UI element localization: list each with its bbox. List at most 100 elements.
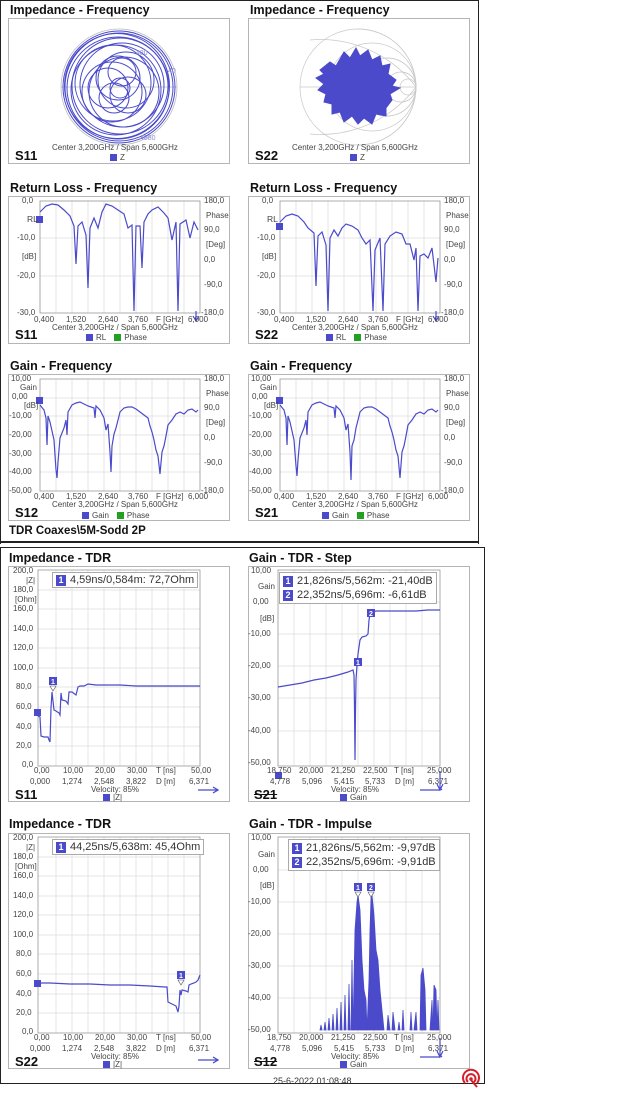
y-tick: 0,00 (12, 392, 28, 401)
legend: |Z| (103, 1060, 122, 1069)
y-tick: 20,0 (16, 1008, 32, 1017)
x-tick: 30,00 (127, 1033, 148, 1042)
legend: |Z| (103, 793, 122, 802)
svg-text:1: 1 (356, 885, 360, 892)
y-tick: -30,00 (248, 693, 271, 702)
d-tick: 6,371 (428, 1044, 449, 1053)
svg-text:2: 2 (369, 885, 373, 892)
x-tick: 0,00 (34, 766, 50, 775)
d-tick: 0,000 (30, 777, 51, 786)
d-tick: 1,274 (62, 1044, 83, 1053)
y-tick: -10,00 (249, 411, 272, 420)
x-tick: 20,000 (299, 1033, 324, 1042)
y-tick: 160,0 (13, 871, 34, 880)
x-tick: 0,400 (34, 315, 55, 324)
x-tick: 1,520 (306, 315, 327, 324)
x-tick: 18,750 (267, 766, 292, 775)
sparam-label: S11 (15, 148, 38, 163)
marker-2-badge: 2 (283, 589, 293, 601)
velocity-label: Velocity: 85% (331, 1052, 380, 1061)
y-axis-label: RL (267, 214, 278, 224)
y2-tick: 180,0 (204, 196, 225, 205)
d-tick: 2,548 (94, 777, 115, 786)
y-axis-label: |Z| (26, 843, 36, 852)
x-tick: 30,00 (127, 766, 148, 775)
y-tick: 0,0 (22, 760, 34, 769)
svg-text:480: 480 (136, 50, 148, 57)
panel-title: Return Loss - Frequency (10, 181, 158, 195)
legend: RL Phase (326, 333, 387, 342)
panel-title: Impedance - TDR (9, 551, 112, 565)
signal-logo-icon (462, 1068, 480, 1088)
return-loss-chart-s22[interactable] (248, 196, 470, 344)
y2-tick: -180,0 (201, 308, 224, 317)
y-tick: -20,00 (249, 430, 272, 439)
legend-swatch-rl (326, 334, 333, 342)
legend: Gain Phase (322, 511, 390, 520)
legend-swatch-gain (82, 512, 89, 520)
marker-1-badge: 1 (292, 842, 302, 854)
x-tick: 25,000 (427, 766, 452, 775)
panel-title: Gain - TDR - Impulse (249, 817, 372, 831)
y-axis-label: Gain (260, 383, 277, 392)
marker-1-badge: 1 (283, 575, 293, 587)
x-tick: 1,520 (66, 492, 87, 501)
legend-swatch-phase (116, 512, 124, 520)
return-loss-s11-grid (36, 200, 201, 323)
y-tick: 10,00 (11, 374, 32, 383)
tdr-step-chart-s21[interactable] (248, 566, 470, 802)
x-tick: 22,500 (363, 766, 388, 775)
y-tick: 200,0 (13, 833, 34, 842)
tdr-impedance-chart-s22[interactable] (8, 833, 230, 1069)
x-axis-label: T [ns] (156, 1033, 176, 1042)
sparam-label: S22 (15, 1054, 39, 1069)
y-tick: -20,00 (9, 430, 32, 439)
d-axis-label: D [m] (156, 1044, 176, 1053)
x-tick: 25,000 (427, 1033, 452, 1042)
y-axis-label: RL (27, 214, 38, 224)
x-tick: 3,760 (128, 492, 149, 501)
x-axis-label: F [GHz] (156, 492, 184, 501)
y-tick: 10,00 (251, 374, 272, 383)
y2-tick: -90,0 (204, 458, 223, 467)
y-tick: -30,0 (17, 308, 36, 317)
smith-chart-s11[interactable] (8, 18, 230, 164)
gain-chart-s21[interactable] (248, 374, 470, 521)
marker-readout: 1 21,826ns/5,562m: -9,97dB 2 22,352ns/5,69… (288, 839, 440, 871)
x-tick: 6,000 (428, 492, 449, 501)
sparam-label: S12 (254, 1054, 278, 1069)
gain-s21-grid (276, 378, 441, 492)
x-tick: 18,750 (267, 1033, 292, 1042)
panel-title: Gain - Frequency (250, 359, 353, 373)
smith-chart-s22-plot (299, 28, 417, 146)
x-tick: 1,520 (306, 492, 327, 501)
y2-tick: -180,0 (201, 486, 224, 495)
y-tick: -50,00 (248, 758, 271, 767)
d-tick: 6,371 (189, 777, 210, 786)
d-tick: 5,415 (334, 777, 355, 786)
y2-tick: 0,0 (444, 255, 456, 264)
panel-title: Impedance - TDR (9, 817, 112, 831)
sparam-label: S21 (254, 787, 278, 802)
legend-swatch-phase (354, 334, 362, 342)
y-tick: 140,0 (13, 891, 34, 900)
x-tick: 20,00 (95, 766, 116, 775)
sparam-label: S12 (15, 505, 39, 520)
tdr-report-frame (0, 547, 485, 1084)
x-tick: 50,00 (191, 1033, 212, 1042)
return-loss-chart-s11[interactable] (8, 196, 230, 344)
y-tick: 180,0 (13, 852, 34, 861)
y-tick: -30,00 (249, 449, 272, 458)
gain-chart-s12[interactable] (8, 374, 230, 521)
y-axis-unit: [dB] (262, 252, 277, 261)
span-label: Center 3,200GHz / Span 5,600GHz (292, 143, 418, 152)
y2-tick: -180,0 (441, 486, 464, 495)
tdr-impedance-chart-s11[interactable] (8, 566, 230, 802)
y-axis-unit: [dB] (264, 401, 279, 410)
y-tick: 80,0 (16, 949, 32, 958)
d-tick: 0,000 (30, 1044, 51, 1053)
x-tick: 6,000 (188, 315, 209, 324)
d-tick: 5,415 (334, 1044, 355, 1053)
y2-tick: 0,0 (204, 433, 216, 442)
span-label: Center 3,200GHz / Span 5,600GHz (52, 143, 178, 152)
